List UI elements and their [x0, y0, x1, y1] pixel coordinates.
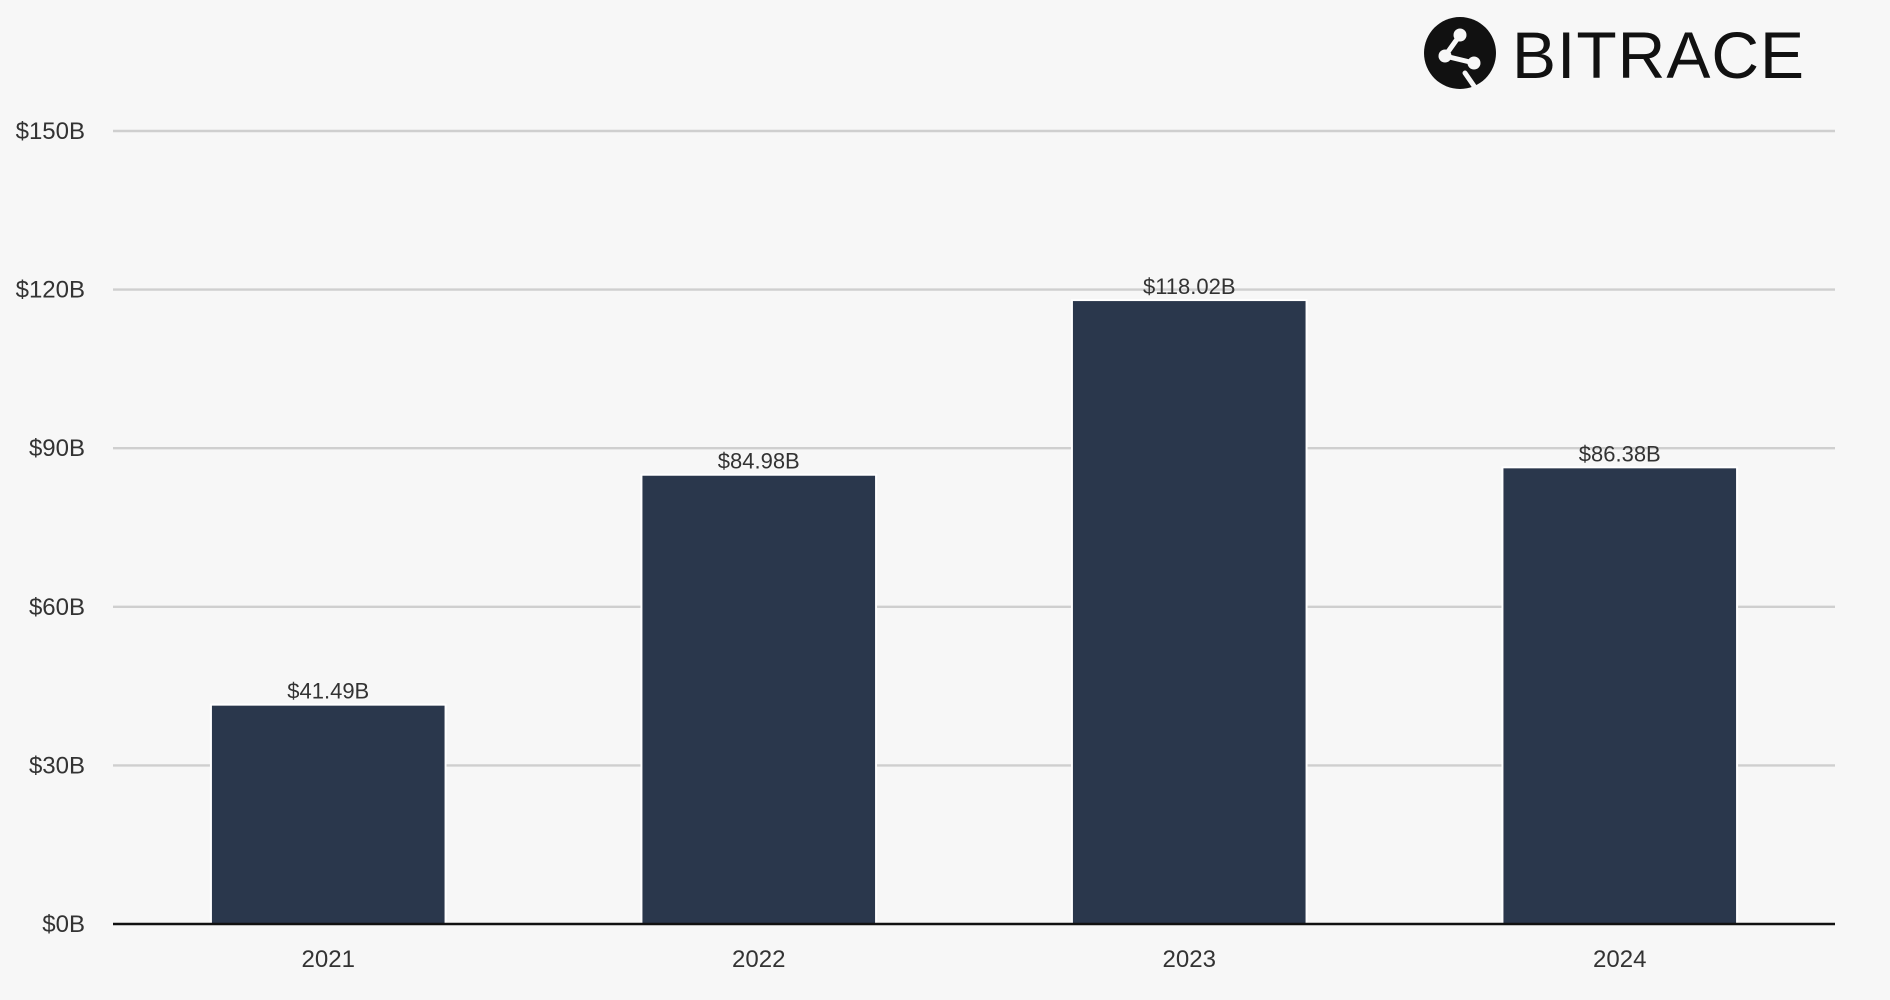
bars [209, 299, 1739, 925]
brand-name: BITRACE [1512, 18, 1805, 92]
x-tick-label: 2021 [302, 946, 355, 973]
y-tick-label: $90B [29, 435, 85, 462]
x-tick-label: 2024 [1593, 946, 1646, 973]
bar-value-label: $41.49B [287, 679, 369, 704]
y-tick-label: $30B [29, 752, 85, 779]
bar-2024 [1501, 466, 1739, 925]
y-tick-label: $60B [29, 594, 85, 621]
bar-value-label: $86.38B [1579, 441, 1661, 466]
x-tick-label: 2022 [732, 946, 785, 973]
bar-value-label: $84.98B [718, 449, 800, 474]
y-tick-label: $120B [16, 277, 85, 304]
y-axis-ticks: $0B $30B $60B $90B $120B $150B [16, 118, 85, 938]
bar-2021 [209, 703, 447, 925]
y-tick-label: $150B [16, 118, 85, 145]
x-axis-ticks: 2021 2022 2023 2024 [302, 946, 1647, 973]
brand-logo: BITRACE [1424, 17, 1805, 92]
bar-2022 [640, 473, 878, 925]
y-tick-label: $0B [42, 911, 85, 938]
bar-value-label: $118.02B [1143, 274, 1236, 299]
bar-value-labels: $41.49B $84.98B $118.02B $86.38B [287, 274, 1660, 704]
bitrace-logo-icon [1424, 17, 1496, 89]
bar-2023 [1070, 299, 1308, 925]
x-tick-label: 2023 [1163, 946, 1216, 973]
